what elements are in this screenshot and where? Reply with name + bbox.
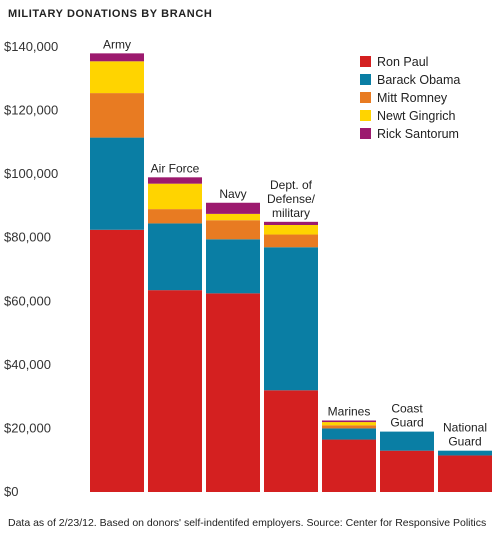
chart-title: MILITARY DONATIONS BY BRANCH bbox=[8, 8, 213, 20]
bar-segment bbox=[90, 93, 144, 138]
bar-segment bbox=[206, 239, 260, 294]
y-tick-label: $100,000 bbox=[4, 166, 58, 181]
bar-segment bbox=[264, 247, 318, 391]
bar-segment bbox=[148, 183, 202, 210]
legend-label: Newt Gingrich bbox=[377, 109, 456, 123]
bar-segment bbox=[148, 223, 202, 291]
category-label: Defense/ bbox=[267, 192, 316, 206]
bar-segment bbox=[322, 425, 376, 429]
y-tick-label: $60,000 bbox=[4, 293, 51, 308]
category-label: Navy bbox=[219, 187, 246, 201]
category-label: National bbox=[443, 421, 487, 435]
source-footnote: Data as of 2/23/12. Based on donors' sel… bbox=[8, 517, 487, 529]
bar-segment bbox=[206, 293, 260, 492]
bar-segment bbox=[438, 455, 492, 492]
bar-segment bbox=[322, 439, 376, 492]
bar-segment bbox=[206, 220, 260, 240]
y-tick-label: $120,000 bbox=[4, 103, 58, 118]
legend-swatch bbox=[360, 92, 371, 103]
legend-swatch bbox=[360, 128, 371, 139]
bar-segment bbox=[264, 390, 318, 492]
category-label: Dept. of bbox=[270, 178, 313, 192]
bar-segment bbox=[322, 428, 376, 440]
legend-label: Mitt Romney bbox=[377, 91, 448, 105]
bar-segment bbox=[148, 177, 202, 184]
category-label: Air Force bbox=[151, 161, 200, 175]
bar-segment bbox=[380, 431, 434, 451]
bar-segment bbox=[322, 422, 376, 426]
bar-segment bbox=[90, 61, 144, 94]
bar-segment bbox=[264, 225, 318, 235]
category-label: Guard bbox=[448, 435, 481, 449]
y-tick-label: $0 bbox=[4, 484, 18, 499]
bar-segment bbox=[264, 234, 318, 248]
legend-swatch bbox=[360, 110, 371, 121]
category-label: Guard bbox=[390, 416, 423, 430]
bar-segment bbox=[206, 213, 260, 221]
y-tick-label: $140,000 bbox=[4, 39, 58, 54]
bar-segment bbox=[264, 221, 318, 225]
legend-swatch bbox=[360, 56, 371, 67]
y-tick-label: $80,000 bbox=[4, 230, 51, 245]
bar-segment bbox=[380, 450, 434, 492]
bar-segment bbox=[90, 229, 144, 492]
bar-segment bbox=[322, 420, 376, 423]
legend-label: Barack Obama bbox=[377, 73, 460, 87]
bar-segment bbox=[148, 290, 202, 492]
category-label: Marines bbox=[328, 404, 371, 418]
bar-segment bbox=[148, 209, 202, 224]
category-label: military bbox=[272, 206, 310, 220]
bar-segment bbox=[438, 450, 492, 456]
bar-segment bbox=[90, 53, 144, 62]
y-tick-label: $40,000 bbox=[4, 357, 51, 372]
legend-swatch bbox=[360, 74, 371, 85]
category-label: Coast bbox=[391, 402, 423, 416]
legend-label: Ron Paul bbox=[377, 55, 428, 69]
y-tick-label: $20,000 bbox=[4, 420, 51, 435]
bar-segment bbox=[206, 202, 260, 214]
bar-segment bbox=[90, 137, 144, 230]
category-label: Army bbox=[103, 37, 131, 51]
legend-label: Rick Santorum bbox=[377, 127, 459, 141]
